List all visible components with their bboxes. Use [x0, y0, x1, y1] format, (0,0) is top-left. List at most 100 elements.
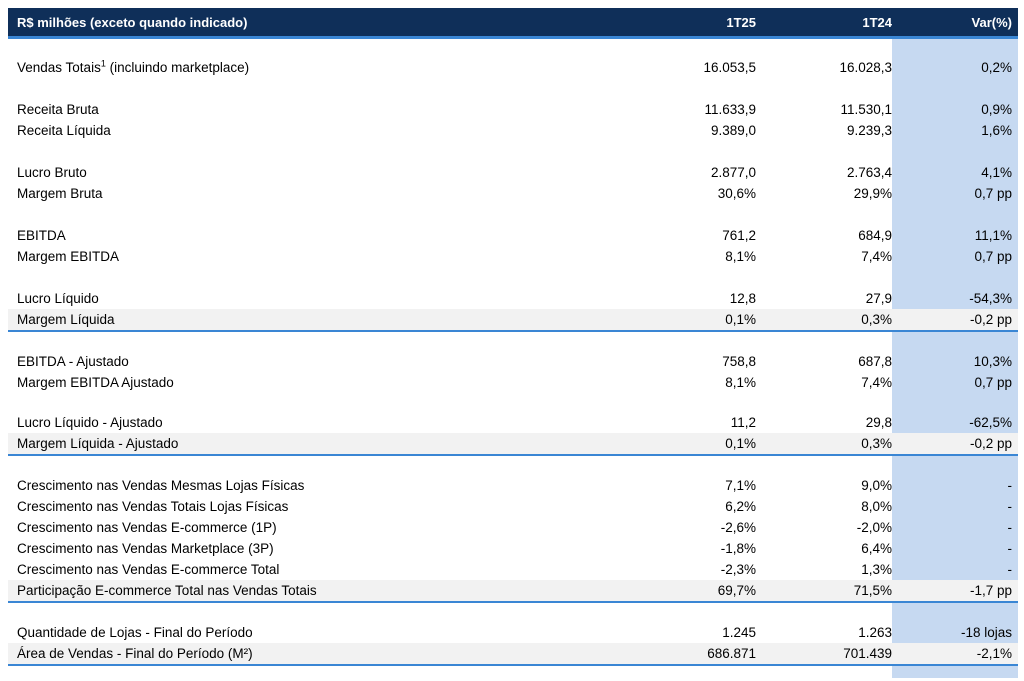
row-label: Área de Vendas - Final do Período (M²) [17, 646, 253, 661]
value-1t24: 684,9 [858, 228, 892, 243]
row-label: Lucro Líquido - Ajustado [17, 415, 163, 430]
table-row: Receita Bruta 11.633,9 11.530,1 0,9% [8, 99, 1018, 120]
row-label: Crescimento nas Vendas Totais Lojas Físi… [17, 499, 289, 514]
value-var: - [1007, 562, 1013, 577]
value-1t25: 11.633,9 [704, 102, 756, 117]
row-label: Crescimento nas Vendas E-commerce (1P) [17, 520, 277, 535]
value-var: - [1007, 478, 1013, 493]
table-row: Crescimento nas Vendas Totais Lojas Físi… [8, 496, 1018, 517]
value-1t25: 9.389,0 [710, 123, 756, 138]
row-label: Lucro Bruto [17, 165, 87, 180]
value-1t24: 7,4% [861, 375, 892, 390]
value-var: - [1007, 520, 1013, 535]
value-1t25: 0,1% [725, 312, 756, 327]
row-label: Margem EBITDA [17, 249, 120, 264]
table-row-total: Área de Vendas - Final do Período (M²) 6… [8, 643, 1018, 664]
spacer [8, 78, 1018, 99]
value-1t24: 71,5% [853, 583, 892, 598]
value-1t24: 0,3% [861, 436, 892, 451]
row-label: Margem Líquida [17, 312, 115, 327]
value-1t25: 7,1% [725, 478, 756, 493]
value-1t25: 0,1% [725, 436, 756, 451]
section-divider [8, 601, 1018, 603]
table-header: R$ milhões (exceto quando indicado) 1T25… [8, 8, 1018, 39]
header-col-1t24: 1T24 [862, 15, 892, 30]
value-1t25: 30,6% [717, 186, 756, 201]
row-label: Margem Bruta [17, 186, 103, 201]
table-row: Lucro Líquido - Ajustado 11,2 29,8 -62,5… [8, 412, 1018, 433]
row-label: Crescimento nas Vendas Mesmas Lojas Físi… [17, 478, 305, 493]
section-divider [8, 664, 1018, 666]
value-1t25: 1.245 [722, 625, 756, 640]
row-label: Lucro Líquido [17, 291, 99, 306]
header-col-var: Var(%) [971, 15, 1012, 30]
value-1t24: 27,9 [865, 291, 892, 306]
value-1t25: 16.053,5 [703, 60, 756, 75]
value-var: 10,3% [973, 354, 1012, 369]
value-var: 0,7 pp [974, 249, 1012, 264]
row-label: Vendas Totais1 (incluindo marketplace) [17, 58, 250, 75]
row-label: Margem Líquida - Ajustado [17, 436, 179, 451]
value-var: 1,6% [981, 123, 1012, 138]
row-label: Receita Líquida [17, 123, 111, 138]
value-1t24: 6,4% [861, 541, 892, 556]
header-label: R$ milhões (exceto quando indicado) [17, 15, 248, 30]
table-row: Lucro Líquido 12,8 27,9 -54,3% [8, 288, 1018, 309]
value-var: - [1007, 499, 1013, 514]
row-label: EBITDA [17, 228, 66, 243]
table-row-total: Margem Líquida 0,1% 0,3% -0,2 pp [8, 309, 1018, 330]
spacer [8, 603, 1018, 622]
table-row: Quantidade de Lojas - Final do Período 1… [8, 622, 1018, 643]
value-1t25: 761,2 [722, 228, 756, 243]
value-1t24: 8,0% [861, 499, 892, 514]
financial-summary-table: R$ milhões (exceto quando indicado) 1T25… [8, 8, 1018, 666]
value-1t24: 29,9% [853, 186, 892, 201]
table-row: Margem EBITDA 8,1% 7,4% 0,7 pp [8, 246, 1018, 267]
spacer [8, 204, 1018, 225]
row-label: Crescimento nas Vendas Marketplace (3P) [17, 541, 274, 556]
table-row: EBITDA 761,2 684,9 11,1% [8, 225, 1018, 246]
table-row: EBITDA - Ajustado 758,8 687,8 10,3% [8, 351, 1018, 372]
row-label: Receita Bruta [17, 102, 99, 117]
table-row: Crescimento nas Vendas Mesmas Lojas Físi… [8, 475, 1018, 496]
spacer [8, 141, 1018, 162]
var-column-highlight [892, 36, 1018, 678]
value-var: -18 lojas [960, 625, 1012, 640]
value-var: -0,2 pp [969, 312, 1012, 327]
value-var: -2,1% [976, 646, 1012, 661]
value-1t24: 687,8 [858, 354, 892, 369]
value-1t25: 2.877,0 [710, 165, 756, 180]
value-1t24: 0,3% [861, 312, 892, 327]
row-label: Participação E-commerce Total nas Vendas… [17, 583, 317, 598]
section-divider [8, 330, 1018, 332]
value-1t25: 12,8 [729, 291, 756, 306]
value-1t25: -1,8% [720, 541, 756, 556]
value-1t25: -2,6% [720, 520, 756, 535]
value-1t24: 16.028,3 [839, 60, 892, 75]
table-row: Receita Líquida 9.389,0 9.239,3 1,6% [8, 120, 1018, 141]
spacer [8, 332, 1018, 351]
spacer [8, 393, 1018, 412]
value-1t24: 701.439 [843, 646, 892, 661]
spacer [8, 36, 1018, 57]
table-row: Vendas Totais1 (incluindo marketplace) 1… [8, 57, 1018, 78]
table-row: Crescimento nas Vendas E-commerce (1P) -… [8, 517, 1018, 538]
table-row: Crescimento nas Vendas E-commerce Total … [8, 559, 1018, 580]
table-row: Margem Bruta 30,6% 29,9% 0,7 pp [8, 183, 1018, 204]
value-var: -62,5% [969, 415, 1012, 430]
value-1t24: 1,3% [861, 562, 892, 577]
row-label: EBITDA - Ajustado [17, 354, 129, 369]
footnote-marker: 1 [100, 58, 106, 69]
section-divider [8, 454, 1018, 456]
table-row-total: Margem Líquida - Ajustado 0,1% 0,3% -0,2… [8, 433, 1018, 454]
value-var: 0,9% [981, 102, 1012, 117]
row-label: Crescimento nas Vendas E-commerce Total [17, 562, 280, 577]
value-1t24: -2,0% [856, 520, 892, 535]
value-1t24: 1.263 [858, 625, 892, 640]
spacer [8, 456, 1018, 475]
header-col-1t25: 1T25 [726, 15, 756, 30]
value-var: 0,7 pp [974, 186, 1012, 201]
value-1t25: 8,1% [725, 249, 756, 264]
value-var: 0,2% [981, 60, 1012, 75]
value-1t25: 686.871 [707, 646, 756, 661]
